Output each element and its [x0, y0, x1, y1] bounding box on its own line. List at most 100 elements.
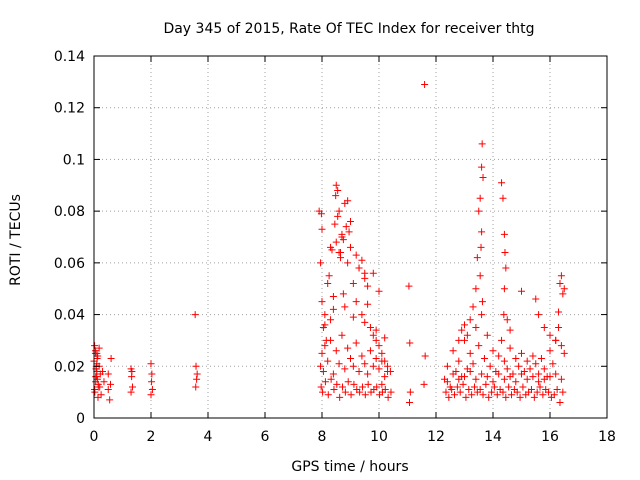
data-point — [495, 352, 503, 360]
data-point — [147, 391, 155, 399]
data-point — [478, 311, 486, 319]
data-point — [327, 336, 335, 344]
data-point — [364, 370, 372, 378]
data-point — [375, 365, 383, 373]
data-point — [499, 388, 507, 396]
data-point — [455, 375, 463, 383]
data-point — [148, 386, 156, 394]
data-point — [519, 383, 527, 391]
data-point — [478, 163, 486, 171]
data-point — [475, 342, 483, 350]
data-point — [352, 339, 360, 347]
data-point — [366, 347, 374, 355]
data-point — [331, 220, 339, 228]
data-point — [329, 292, 337, 300]
data-point — [545, 388, 553, 396]
data-point — [557, 272, 565, 280]
data-point — [466, 316, 474, 324]
data-point — [500, 357, 508, 365]
data-point — [372, 355, 380, 363]
data-point — [344, 344, 352, 352]
data-point — [493, 391, 501, 399]
data-point — [355, 264, 363, 272]
data-point — [476, 272, 484, 280]
data-point — [344, 197, 352, 205]
data-point — [546, 373, 554, 381]
data-point — [472, 285, 480, 293]
data-point — [478, 298, 486, 306]
y-tick-label: 0.04 — [54, 308, 85, 324]
y-tick-label: 0.02 — [54, 359, 85, 375]
data-point — [483, 331, 491, 339]
data-point — [332, 181, 340, 189]
data-point — [94, 380, 102, 388]
data-point — [453, 383, 461, 391]
data-point — [529, 373, 537, 381]
data-point — [318, 349, 326, 357]
data-point — [361, 391, 369, 399]
data-point — [349, 280, 357, 288]
data-point — [369, 362, 377, 370]
data-point — [488, 388, 496, 396]
data-point — [128, 367, 136, 375]
data-point — [556, 398, 564, 406]
data-point — [378, 380, 386, 388]
data-point — [540, 375, 548, 383]
data-point — [405, 282, 413, 290]
data-point — [321, 342, 329, 350]
data-point — [319, 367, 327, 375]
data-point — [483, 373, 491, 381]
data-point — [106, 396, 114, 404]
x-tick-label: 14 — [484, 429, 502, 445]
data-point — [192, 362, 200, 370]
data-point — [508, 391, 516, 399]
data-point — [335, 249, 343, 257]
data-point — [358, 311, 366, 319]
data-point — [373, 383, 381, 391]
data-point — [317, 210, 325, 218]
data-point — [559, 290, 567, 298]
data-point — [560, 349, 568, 357]
data-point — [462, 393, 470, 401]
data-point — [318, 225, 326, 233]
data-point — [336, 393, 344, 401]
data-point — [344, 378, 352, 386]
data-point — [489, 378, 497, 386]
data-point — [490, 383, 498, 391]
data-point — [472, 324, 480, 331]
chart-title: Day 345 of 2015, Rate Of TEC Index for r… — [163, 21, 534, 37]
data-point — [349, 362, 357, 370]
data-point — [344, 259, 352, 267]
data-point — [559, 388, 567, 396]
data-point — [317, 259, 325, 267]
data-point — [482, 380, 490, 388]
data-point — [361, 318, 369, 326]
data-point — [546, 331, 554, 339]
data-point — [338, 331, 346, 339]
data-point — [472, 375, 480, 383]
data-point — [473, 254, 481, 262]
data-point — [332, 192, 340, 200]
data-point — [532, 360, 540, 368]
data-point — [500, 375, 508, 383]
data-point — [479, 391, 487, 399]
x-tick-label: 18 — [598, 429, 616, 445]
data-point — [536, 383, 544, 391]
data-point — [321, 311, 329, 319]
data-point — [350, 380, 358, 388]
data-point — [552, 336, 560, 344]
data-point — [324, 391, 332, 399]
data-point — [480, 355, 488, 363]
data-point — [341, 388, 349, 396]
data-point — [560, 285, 568, 293]
data-point — [406, 339, 414, 347]
data-point — [333, 380, 341, 388]
data-point — [503, 316, 511, 324]
data-point — [342, 223, 350, 231]
data-point — [489, 347, 497, 355]
data-point — [532, 295, 540, 303]
data-point — [378, 349, 386, 357]
data-point — [147, 360, 155, 368]
y-tick-label: 0.08 — [54, 204, 85, 220]
